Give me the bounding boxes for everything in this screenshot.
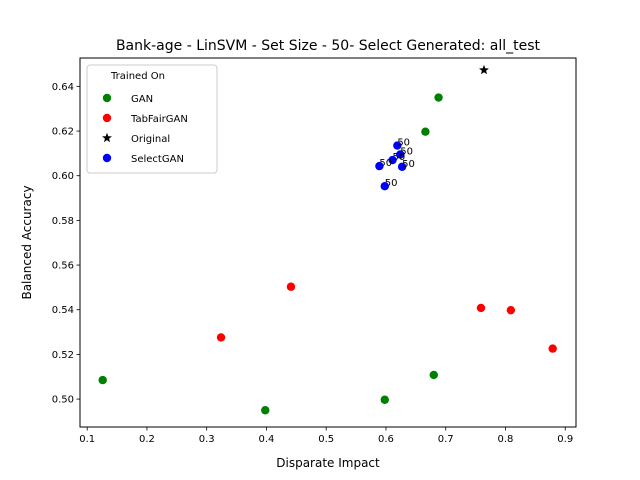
gan-point: [380, 395, 389, 404]
y-tick-label: 0.50: [52, 395, 74, 406]
y-tick-label: 0.52: [52, 350, 74, 361]
x-tick-label: 0.4: [258, 434, 274, 445]
legend-label: SelectGAN: [131, 154, 184, 165]
point-annotation: 50: [400, 146, 413, 157]
y-tick-label: 0.62: [52, 127, 74, 138]
selectgan-point: [388, 155, 397, 165]
point-annotation: 50: [397, 138, 410, 149]
x-tick-label: 0.3: [199, 434, 215, 445]
selectgan-point: [380, 182, 389, 191]
y-tick-label: 0.58: [52, 216, 74, 227]
gan-point: [429, 370, 438, 380]
selectgan-point: [393, 141, 402, 150]
point-annotation: 50: [402, 159, 415, 170]
x-tick-label: 0.2: [139, 434, 155, 445]
tabfairgan-point: [548, 344, 557, 353]
tabfairgan-point: [286, 282, 296, 291]
x-tick-label: 0.1: [79, 434, 95, 445]
selectgan-point: [397, 162, 407, 171]
x-tick-label: 0.8: [498, 434, 514, 445]
y-tick-label: 0.54: [52, 305, 74, 316]
gan-point: [98, 375, 107, 385]
legend-label: GAN: [131, 94, 153, 105]
x-tick-label: 0.6: [378, 434, 394, 445]
y-axis: 0.50 0.52 0.54 0.56 0.58 0.60 0.62 0.64: [52, 82, 80, 406]
x-axis-label: Disparate Impact: [276, 456, 380, 470]
gan-point: [261, 406, 270, 415]
legend-marker-selectgan: [102, 153, 112, 163]
legend-title: Trained On: [110, 71, 165, 82]
legend-marker-tabfairgan: [102, 113, 112, 123]
y-tick-label: 0.64: [52, 82, 74, 93]
original-point: [479, 64, 489, 75]
legend-marker-original: [102, 132, 112, 143]
point-annotation: 50: [393, 152, 406, 163]
y-tick-label: 0.60: [52, 171, 74, 182]
gan-point: [421, 127, 430, 136]
legend-label: TabFairGAN: [130, 114, 188, 125]
tabfairgan-point: [506, 305, 516, 315]
legend: Trained On GAN TabFairGAN Original SelectGAN: [86, 64, 218, 174]
x-tick-label: 0.5: [318, 434, 334, 445]
x-axis: 0.1 0.2 0.3 0.4 0.5 0.6 0.7 0.8 0.9: [79, 427, 573, 445]
tabfairgan-point: [476, 303, 486, 313]
x-tick-label: 0.9: [557, 434, 573, 445]
y-axis-label: Balanced Accuracy: [20, 185, 34, 299]
legend-box: [86, 64, 218, 174]
selectgan-point: [396, 150, 405, 159]
gan-point: [434, 93, 443, 102]
selectgan-point: [375, 161, 384, 171]
chart-title: Bank-age - LinSVM - Set Size - 50- Selec…: [116, 38, 541, 54]
axes-frame: [79, 57, 577, 428]
legend-marker-gan: [102, 93, 112, 103]
x-tick-label: 0.7: [438, 434, 454, 445]
point-annotation: 50: [385, 178, 398, 189]
y-tick-label: 0.56: [52, 261, 74, 272]
point-annotation: 50: [379, 158, 392, 169]
legend-label: Original: [131, 134, 170, 145]
tabfairgan-point: [216, 333, 226, 342]
